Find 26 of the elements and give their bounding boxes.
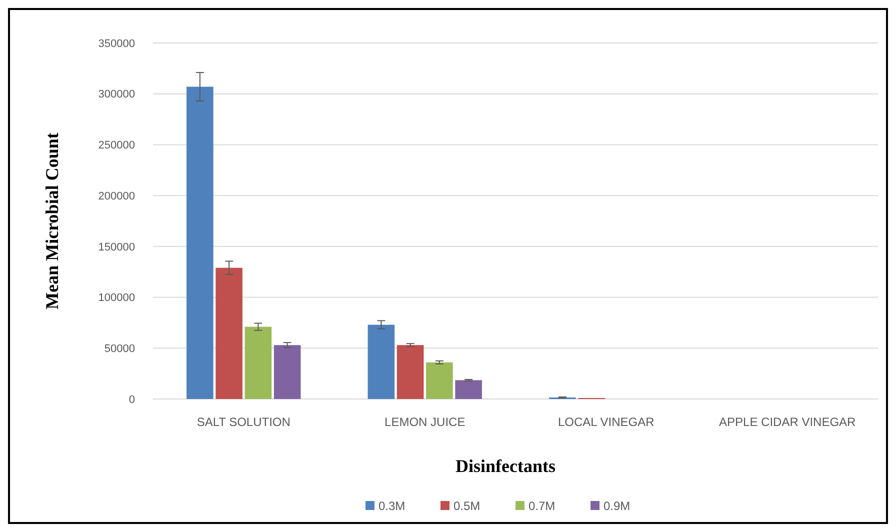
y-tick-label: 200000 [98, 190, 135, 202]
bar [455, 380, 482, 399]
x-tick-label: APPLE CIDAR VINEGAR [719, 415, 856, 429]
legend-label: 0.9M [604, 499, 630, 514]
bar [426, 362, 453, 399]
legend-label: 0.3M [378, 499, 406, 514]
bar [368, 324, 395, 399]
x-axis-title: Disinfectants [456, 456, 556, 476]
y-tick-label: 250000 [98, 140, 135, 152]
y-tick-label: 300000 [98, 88, 135, 101]
y-tick-label: 150000 [98, 241, 135, 254]
x-tick-label: SALT SOLUTION [196, 415, 290, 429]
bar [274, 345, 301, 399]
y-tick-label: 350000 [98, 38, 135, 50]
y-axis-title: Mean Microbial Count [42, 132, 62, 310]
y-tick-label: 100000 [98, 292, 135, 304]
legend-label: 0.5M [454, 499, 480, 514]
x-tick-label: LOCAL VINEGAR [558, 415, 655, 429]
y-tick-label: 50000 [104, 342, 135, 355]
bar [244, 326, 272, 399]
bar [216, 268, 242, 399]
bar [186, 86, 214, 399]
y-tick-label: 0 [128, 394, 135, 406]
x-tick-label: LEMON JUICE [384, 415, 466, 429]
legend-label: 0.7M [528, 499, 556, 514]
bar [396, 345, 424, 399]
